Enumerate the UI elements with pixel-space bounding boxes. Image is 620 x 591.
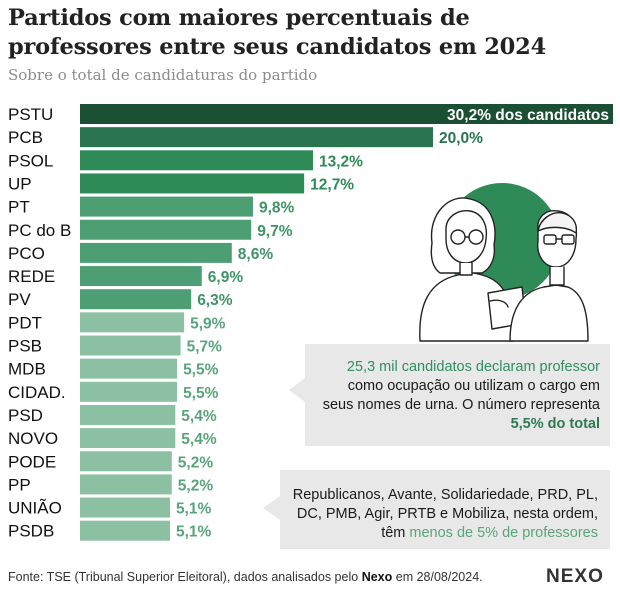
annotation-highlight-percent: 5,5% do total: [510, 416, 600, 432]
bar-psd: [80, 404, 176, 425]
category-label-pode: PODE: [8, 452, 56, 471]
value-label-up: 12,7%: [310, 176, 354, 193]
bar-uni-o: [80, 497, 171, 518]
bar-pc-do-b: [80, 219, 252, 240]
bar-pp: [80, 474, 172, 495]
category-label-pco: PCO: [8, 244, 45, 263]
bar-psb: [80, 335, 181, 356]
category-label-pv: PV: [8, 290, 31, 309]
chart-title: Partidos com maiores percentuais de prof…: [8, 5, 547, 60]
value-label-novo: 5,4%: [181, 431, 217, 448]
category-label-pc-do-b: PC do B: [8, 221, 71, 240]
bar-rede: [80, 266, 202, 287]
annotation-professores-total: 25,3 mil candidatos declaram professor c…: [289, 344, 610, 446]
bar-up: [80, 173, 305, 194]
category-label-psdb: PSDB: [8, 522, 54, 541]
value-label-pt: 9,8%: [259, 200, 295, 217]
category-label-mdb: MDB: [8, 360, 46, 379]
category-label-cidad: CIDAD.: [8, 383, 66, 402]
bar-pdt: [80, 312, 185, 333]
value-label-pdt: 5,9%: [190, 315, 226, 332]
category-label-psb: PSB: [8, 337, 42, 356]
bar-pv: [80, 289, 192, 310]
annotation-parties-list: Republicanos, Avante, Solidariedade, PRD…: [292, 487, 598, 541]
bar-chart: PSTU 30,2% dos candidatos PCB 20,0% PSOL 13,2…: [8, 104, 613, 541]
value-label-pp: 5,2%: [178, 477, 214, 494]
value-label-pcb: 20,0%: [439, 130, 483, 147]
annotation-below-five-percent: Republicanos, Avante, Solidariedade, PRD…: [263, 470, 610, 549]
category-label-pt: PT: [8, 198, 30, 217]
category-label-psd: PSD: [8, 406, 43, 425]
annotation-highlight-below-five: menos de 5% de professores: [409, 525, 598, 541]
bar-psdb: [80, 520, 171, 541]
teachers-illustration-icon: [419, 183, 589, 342]
category-label-pcb: PCB: [8, 128, 43, 147]
value-label-uni-o: 5,1%: [176, 501, 212, 518]
bar-novo: [80, 428, 176, 449]
bar-pcb: [80, 127, 433, 148]
bar-cidad: [80, 381, 178, 402]
chart-subtitle: Sobre o total de candidaturas do partido: [8, 66, 318, 84]
category-label-up: UP: [8, 174, 32, 193]
value-label-mdb: 5,5%: [183, 362, 219, 379]
value-label-psdb: 5,1%: [176, 524, 212, 541]
bar-mdb: [80, 358, 178, 379]
category-label-pstu: PSTU: [8, 105, 53, 124]
bar-pstu: [80, 104, 613, 124]
value-label-pode: 5,2%: [178, 454, 214, 471]
category-label-pdt: PDT: [8, 313, 42, 332]
category-label-rede: REDE: [8, 267, 55, 286]
bar-psol: [80, 150, 313, 171]
category-label-pp: PP: [8, 475, 31, 494]
nexo-logo: NEXO: [546, 566, 604, 587]
value-label-psol: 13,2%: [319, 153, 363, 170]
category-label-novo: NOVO: [8, 429, 58, 448]
bar-pco: [80, 242, 232, 263]
value-label-psb: 5,7%: [187, 339, 223, 356]
annotation-highlight-count: 25,3 mil candidatos declaram professor: [346, 359, 600, 375]
source-suffix: em 28/08/2024.: [395, 570, 483, 584]
bar-pt: [80, 196, 253, 217]
value-label-pc-do-b: 9,7%: [257, 223, 293, 240]
annotation-body: como ocupação ou utilizam o cargo em seu…: [322, 378, 600, 413]
source-note: Fonte: TSE (Tribunal Superior Eleitoral)…: [8, 570, 483, 584]
value-label-pco: 8,6%: [238, 246, 274, 263]
bar-pode: [80, 451, 172, 472]
value-label-rede: 6,9%: [208, 269, 244, 286]
category-label-uni-o: UNIÃO: [8, 499, 62, 518]
value-label-pv: 6,3%: [197, 292, 233, 309]
value-label-cidad: 5,5%: [183, 385, 219, 402]
value-label-psd: 5,4%: [181, 408, 217, 425]
category-label-psol: PSOL: [8, 151, 53, 170]
source-brand: Nexo: [361, 570, 393, 584]
value-label-pstu: 30,2% dos candidatos: [447, 107, 609, 124]
source-prefix: Fonte: TSE (Tribunal Superior Eleitoral)…: [8, 570, 359, 584]
